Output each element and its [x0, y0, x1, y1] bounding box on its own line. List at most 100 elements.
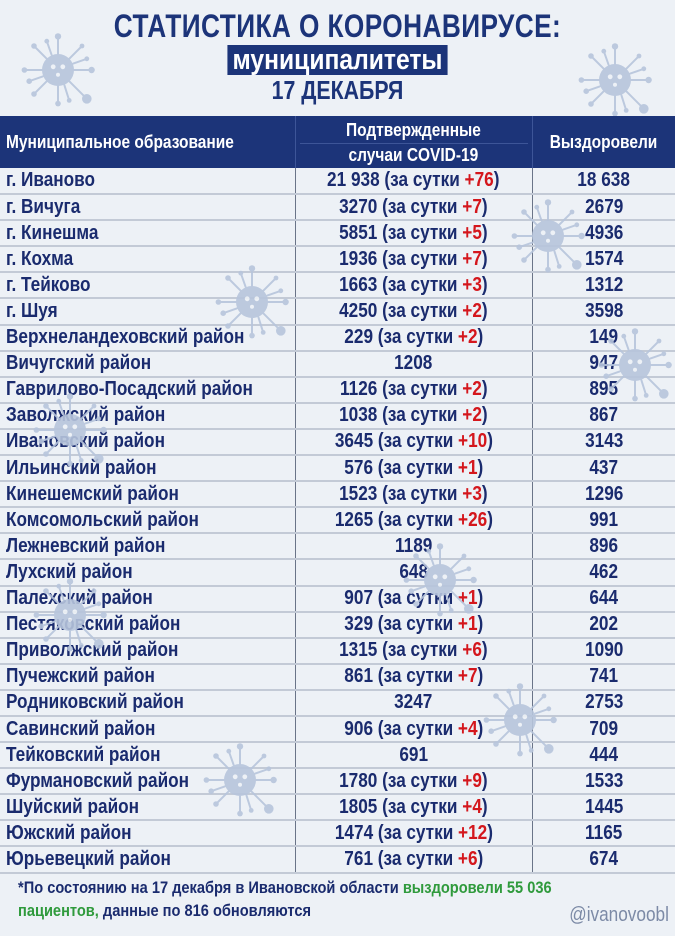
table-row: г. Тейково 1663 (за сутки +3) 1312: [0, 272, 675, 300]
confirmed-cases: 1523 (за сутки +3): [295, 481, 533, 509]
municipality-name: г. Кохма: [0, 246, 296, 274]
page-title: СТАТИСТИКА О КОРОНАВИРУСЕ:: [113, 8, 562, 44]
table-row: Заволжский район 1038 (за сутки +2) 867: [0, 402, 675, 430]
recovered-count: 947: [532, 350, 675, 378]
table-row: Шуйский район 1805 (за сутки +4) 1445: [0, 794, 675, 822]
column-header-municipality: Муниципальное образование: [0, 116, 296, 168]
daily-increment: +2: [457, 326, 478, 349]
footnote: *По состоянию на 17 декабря в Ивановской…: [18, 878, 552, 920]
recovered-count: 1533: [532, 768, 675, 796]
recovered-count: 1312: [532, 272, 675, 300]
table-row: Комсомольский район 1265 (за сутки +26) 99…: [0, 507, 675, 535]
municipality-name: г. Шуя: [0, 298, 296, 326]
confirmed-cases: 1208: [295, 350, 533, 378]
page-subtitle: муниципалитеты: [227, 45, 448, 75]
page-header: СТАТИСТИКА О КОРОНАВИРУСЕ: муниципалитет…: [0, 0, 675, 112]
recovered-count: 18 638: [532, 168, 675, 196]
confirmed-cases: 861 (за сутки +7): [295, 663, 533, 691]
municipality-name: Тейковский район: [0, 742, 296, 770]
municipality-name: г. Тейково: [0, 272, 296, 300]
table-row: Лухский район 648 462: [0, 559, 675, 587]
municipality-name: Шуйский район: [0, 794, 296, 822]
municipality-name: Приволжский район: [0, 637, 296, 665]
confirmed-cases: 229 (за сутки +2): [295, 324, 533, 352]
daily-increment: +5: [462, 221, 483, 244]
daily-increment: +3: [462, 273, 483, 296]
table-row: Родниковский район 3247 2753: [0, 689, 675, 717]
municipality-name: Пестяковский район: [0, 611, 296, 639]
recovered-count: 991: [532, 507, 675, 535]
table-row: Приволжский район 1315 (за сутки +6) 1090: [0, 637, 675, 665]
confirmed-cases: 1265 (за сутки +26): [295, 507, 533, 535]
daily-increment: +9: [462, 769, 483, 792]
municipality-name: Ильинский район: [0, 455, 296, 483]
daily-increment: +7: [457, 665, 478, 688]
table-row: Савинский район 906 (за сутки +4) 709: [0, 715, 675, 744]
daily-increment: +7: [462, 195, 483, 218]
confirmed-cases: 907 (за сутки +1): [295, 585, 533, 613]
table-row: Фурмановский район 1780 (за сутки +9) 1533: [0, 768, 675, 796]
municipality-name: Савинский район: [0, 715, 296, 744]
recovered-count: 444: [532, 742, 675, 770]
table-row: Лежневский район 1189 896: [0, 533, 675, 561]
municipality-name: Заволжский район: [0, 402, 296, 430]
daily-increment: +6: [462, 639, 483, 662]
recovered-count: 644: [532, 585, 675, 613]
table-header-row: Муниципальное образование Подтвержденные…: [0, 116, 675, 168]
recovered-count: 709: [532, 715, 675, 744]
confirmed-cases: 4250 (за сутки +2): [295, 298, 533, 326]
table-row: Ивановский район 3645 (за сутки +10) 3143: [0, 428, 675, 457]
table-row: г. Кохма 1936 (за сутки +7) 1574: [0, 246, 675, 274]
confirmed-cases: 3645 (за сутки +10): [295, 428, 533, 457]
municipality-name: Лежневский район: [0, 533, 296, 561]
confirmed-cases: 3270 (за сутки +7): [295, 194, 533, 222]
recovered-count: 674: [532, 846, 675, 874]
daily-increment: +1: [457, 613, 478, 636]
daily-increment: +4: [457, 717, 478, 740]
recovered-count: 3143: [532, 428, 675, 457]
confirmed-cases: 1038 (за сутки +2): [295, 402, 533, 430]
municipality-name: г. Иваново: [0, 168, 296, 196]
recovered-count: 202: [532, 611, 675, 639]
confirmed-cases: 1315 (за сутки +6): [295, 637, 533, 665]
recovered-count: 1296: [532, 481, 675, 509]
table-row: Южский район 1474 (за сутки +12) 1165: [0, 820, 675, 848]
municipality-name: Кинешемский район: [0, 481, 296, 509]
confirmed-cases: 1663 (за сутки +3): [295, 272, 533, 300]
table-row: Пучежский район 861 (за сутки +7) 741: [0, 663, 675, 691]
confirmed-cases: 5851 (за сутки +5): [295, 220, 533, 248]
table-row: Вичугский район 1208 947: [0, 350, 675, 378]
daily-increment: +26: [457, 508, 487, 531]
daily-increment: +3: [462, 482, 483, 505]
confirmed-cases: 1189: [295, 533, 533, 561]
social-handle: @ivanovoobl: [569, 904, 669, 926]
municipality-name: Южский район: [0, 820, 296, 848]
municipality-name: Вичугский район: [0, 350, 296, 378]
recovered-count: 1574: [532, 246, 675, 274]
confirmed-cases: 1126 (за сутки +2): [295, 376, 533, 404]
recovered-count: 1090: [532, 637, 675, 665]
daily-increment: +1: [457, 587, 478, 610]
confirmed-cases: 691: [295, 742, 533, 770]
confirmed-cases: 906 (за сутки +4): [295, 715, 533, 744]
table-row: Кинешемский район 1523 (за сутки +3) 1296: [0, 481, 675, 509]
recovered-count: 149: [532, 324, 675, 352]
municipalities-table: Муниципальное образование Подтвержденные…: [0, 116, 675, 874]
table-row: г. Иваново 21 938 (за сутки +76) 18 638: [0, 168, 675, 196]
recovered-count: 2753: [532, 689, 675, 717]
municipality-name: Юрьевецкий район: [0, 846, 296, 874]
municipality-name: г. Вичуга: [0, 194, 296, 222]
table-row: Пестяковский район 329 (за сутки +1) 202: [0, 611, 675, 639]
recovered-count: 896: [532, 533, 675, 561]
daily-increment: +7: [462, 247, 483, 270]
report-date: 17 ДЕКАБРЯ: [271, 75, 404, 105]
confirmed-cases: 3247: [295, 689, 533, 717]
municipality-name: г. Кинешма: [0, 220, 296, 248]
confirmed-cases: 648: [295, 559, 533, 587]
recovered-count: 2679: [532, 194, 675, 222]
confirmed-cases: 1805 (за сутки +4): [295, 794, 533, 822]
recovered-total-highlight: выздоровели 55 036: [402, 878, 552, 897]
table-row: Юрьевецкий район 761 (за сутки +6) 674: [0, 846, 675, 874]
confirmed-cases: 329 (за сутки +1): [295, 611, 533, 639]
municipality-name: Комсомольский район: [0, 507, 296, 535]
